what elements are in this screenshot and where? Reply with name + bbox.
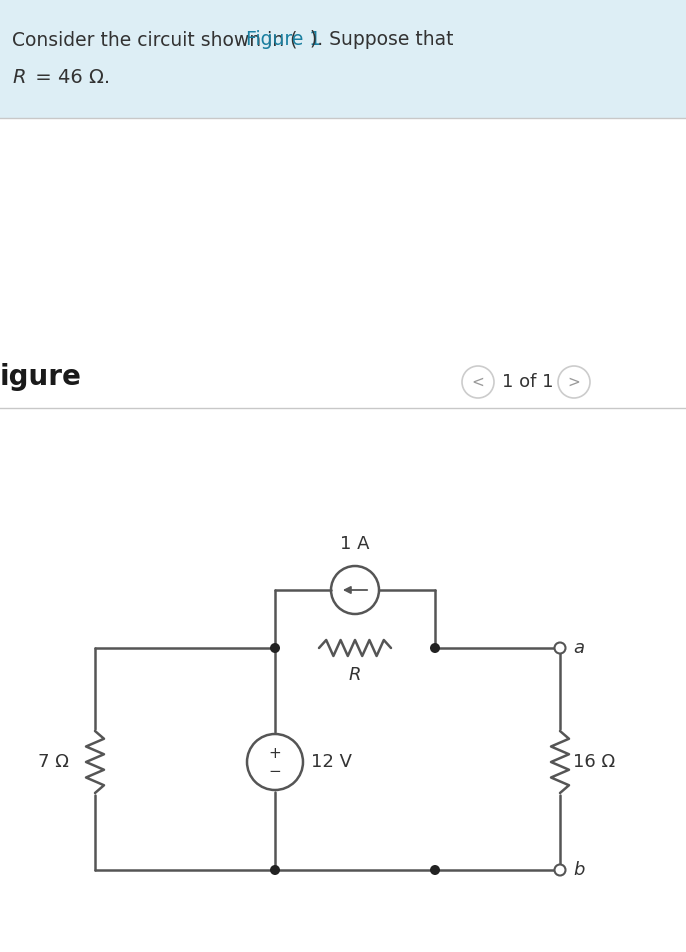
Text: = 46 Ω.: = 46 Ω. (29, 68, 110, 87)
Circle shape (430, 643, 440, 653)
Text: <: < (472, 374, 484, 389)
Text: b: b (573, 861, 584, 879)
Text: R: R (348, 666, 362, 684)
Text: 12 V: 12 V (311, 753, 352, 771)
Text: ). Suppose that: ). Suppose that (310, 30, 453, 49)
Text: >: > (567, 374, 580, 389)
Text: $R$: $R$ (12, 68, 25, 87)
Text: +: + (269, 745, 281, 761)
Circle shape (270, 643, 280, 653)
Text: Figure 1: Figure 1 (246, 30, 321, 49)
Circle shape (554, 864, 565, 876)
Bar (0, 0, 686, 118)
Text: −: − (269, 764, 281, 779)
Text: 1 of 1: 1 of 1 (502, 373, 554, 391)
Circle shape (430, 865, 440, 875)
Text: 7 Ω: 7 Ω (38, 753, 69, 771)
Text: igure: igure (0, 363, 82, 391)
Text: a: a (573, 639, 584, 657)
Circle shape (270, 865, 280, 875)
Text: 16 Ω: 16 Ω (573, 753, 615, 771)
Circle shape (554, 643, 565, 653)
Text: 1 A: 1 A (340, 535, 370, 553)
Bar (0, 118, 686, 952)
Text: Consider the circuit shown in (: Consider the circuit shown in ( (12, 30, 298, 49)
